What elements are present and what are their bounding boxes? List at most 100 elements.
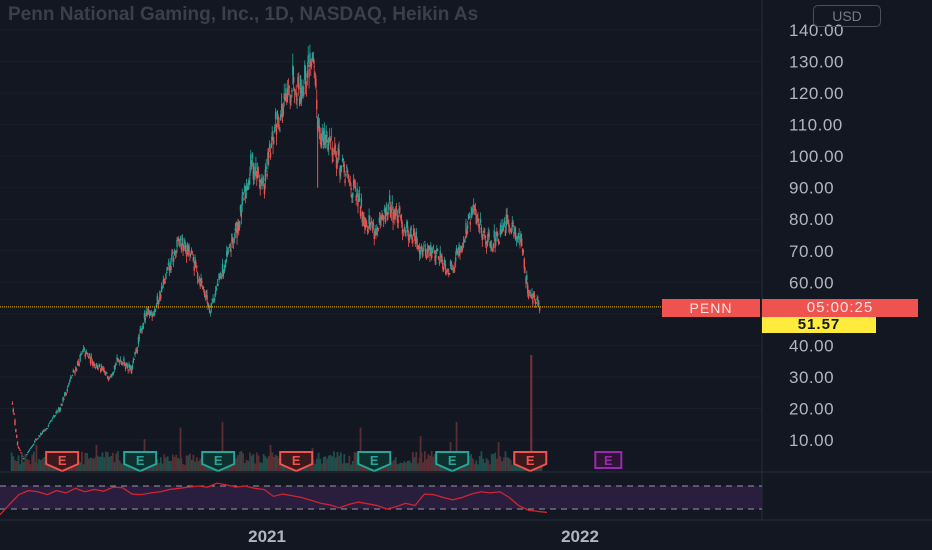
candle-body (195, 262, 197, 267)
candle (105, 370, 107, 376)
candle (382, 214, 385, 228)
candle (34, 440, 36, 443)
volume-bar (195, 457, 198, 471)
volume-bar (271, 452, 274, 471)
candle (94, 363, 96, 369)
candle (81, 352, 83, 355)
candle-body (144, 317, 147, 321)
countdown-price-tag: 05:00:25 (762, 299, 918, 317)
candle-body (495, 232, 497, 242)
candle (146, 312, 148, 318)
candle-body (124, 362, 126, 366)
candle-body (55, 411, 57, 414)
earnings-marker[interactable]: E (279, 451, 314, 473)
candle-body (77, 361, 80, 363)
volume-bar (103, 457, 106, 471)
candle-body (471, 209, 473, 213)
candle (139, 326, 141, 334)
candle (262, 174, 264, 190)
earnings-marker[interactable]: E (201, 451, 236, 473)
candle (250, 159, 253, 170)
earnings-marker[interactable]: E (594, 451, 623, 469)
candle (495, 231, 497, 246)
volume-bar (305, 464, 308, 471)
candle (532, 294, 534, 307)
candle-body (334, 145, 336, 148)
candle-body (26, 454, 28, 456)
candle-body (472, 204, 475, 208)
candle-body (470, 213, 472, 218)
candle (46, 428, 49, 430)
candle-body (37, 437, 39, 439)
candle (183, 245, 185, 251)
earnings-marker[interactable]: E (357, 451, 392, 473)
candle (226, 247, 229, 258)
candle (44, 428, 46, 431)
candle-body (436, 248, 438, 253)
volume-bar (99, 456, 102, 471)
candle-body (44, 428, 46, 431)
candle (45, 429, 47, 432)
volume-bar (115, 453, 118, 471)
earnings-marker[interactable]: E (45, 451, 80, 473)
candle-body (206, 294, 208, 301)
candle-body (527, 284, 529, 294)
candle (120, 360, 123, 365)
candle-body (338, 149, 340, 156)
volume-bar (12, 456, 15, 471)
candle (256, 162, 259, 180)
candle-body (433, 251, 435, 253)
candle-body (430, 245, 432, 251)
candle-body (528, 294, 531, 296)
volume-bar (45, 461, 47, 471)
candle-body (384, 214, 387, 223)
candle (93, 360, 95, 367)
volume-bar (182, 464, 184, 471)
candle (267, 148, 269, 170)
candle (490, 240, 492, 252)
volume-bar (187, 455, 190, 471)
earnings-marker[interactable]: E (513, 451, 548, 473)
candle-body (76, 368, 78, 370)
candle-body (257, 172, 260, 174)
currency-button[interactable]: USD (813, 5, 881, 27)
candle-body (466, 225, 469, 229)
candle-body (407, 235, 410, 241)
candle (214, 285, 217, 298)
candle (438, 257, 441, 266)
candle-body (517, 234, 519, 238)
volume-bar (127, 463, 130, 471)
earnings-marker[interactable]: E (435, 451, 470, 473)
volume-bar (466, 464, 469, 471)
volume-bar (252, 454, 255, 471)
candle-body (389, 206, 392, 217)
candle (463, 238, 465, 244)
candle (323, 122, 326, 149)
candle-body (303, 92, 305, 94)
candle (413, 227, 416, 241)
earnings-marker[interactable]: E (123, 451, 158, 473)
volume-bar (257, 455, 260, 471)
candle (359, 205, 362, 219)
candle (534, 298, 537, 308)
y-tick-label: 20.00 (789, 399, 834, 418)
volume-bar (394, 457, 397, 471)
candle (286, 80, 289, 103)
candle (241, 188, 243, 213)
candle-body (298, 98, 301, 106)
volume-bar (399, 462, 402, 471)
volume-bar (435, 462, 438, 471)
candle (356, 182, 358, 198)
candle (436, 244, 438, 255)
candle-body (52, 417, 54, 420)
candle (110, 374, 112, 378)
volume-bar (406, 460, 409, 471)
candle (106, 375, 109, 380)
candle (330, 127, 333, 141)
candle (372, 219, 375, 231)
candle-body (297, 77, 299, 88)
candle-body (90, 355, 93, 359)
candle-body (499, 229, 501, 235)
